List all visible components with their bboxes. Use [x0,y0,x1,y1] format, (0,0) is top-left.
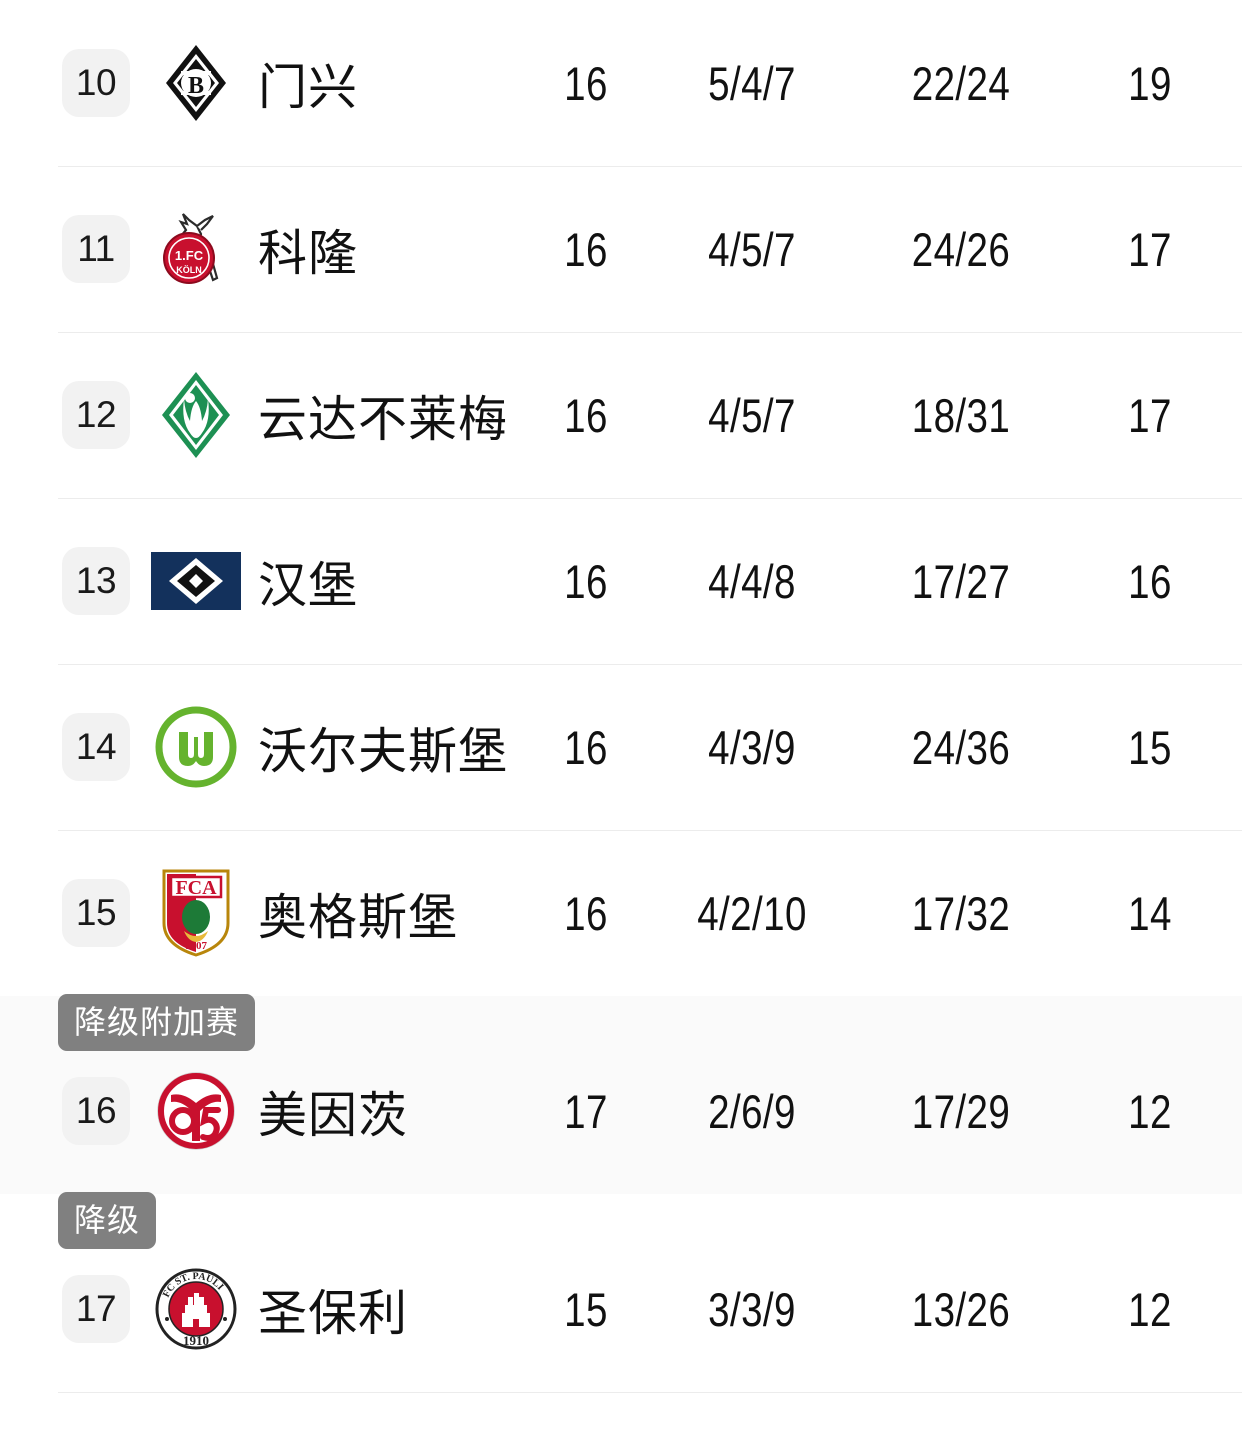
team-name: 门兴 [258,60,359,115]
table-row[interactable]: 降级 17 1910 [0,1192,1242,1392]
werder-bremen-crest [148,367,244,463]
svg-text:B: B [188,73,204,99]
row-separator [58,498,1242,499]
win-draw-loss: 3/3/9 [708,1282,796,1336]
goals-for-against: 13/26 [911,1282,1011,1336]
row-stats: 16 4/5/7 18/31 17 [520,332,1242,498]
row-separator [58,166,1242,167]
row-stats: 16 4/4/8 17/27 16 [520,498,1242,664]
matches-played: 16 [564,554,608,608]
rank-badge: 12 [62,381,130,449]
rank-badge: 10 [62,49,130,117]
zone-badge-relegation: 降级 [58,1192,157,1249]
row-stats: 16 4/2/10 17/32 14 [520,830,1242,996]
fc-st-pauli-crest: 1910 FC ST. PAULI [148,1261,244,1357]
svg-text:FCA: FCA [175,877,217,899]
points: 19 [1128,56,1172,110]
rank-badge: 16 [62,1077,130,1145]
rank-badge: 14 [62,713,130,781]
table-row[interactable]: 11 1.FC KÖLN 科隆 16 4/5/7 24/26 17 [0,166,1242,332]
goals-for-against: 17/32 [911,886,1011,940]
win-draw-loss: 4/5/7 [708,222,796,276]
rank-badge: 15 [62,879,130,947]
points: 17 [1128,222,1172,276]
svg-text:1907: 1907 [185,940,208,952]
row-separator [58,332,1242,333]
svg-text:KÖLN: KÖLN [176,265,202,275]
hamburger-sv-crest [148,533,244,629]
team-name: 云达不莱梅 [258,392,509,447]
table-row[interactable]: 12 云达不莱梅 16 4/5/7 18/31 17 [0,332,1242,498]
matches-played: 17 [564,1084,608,1138]
fc-augsburg-crest: FCA 1907 [148,865,244,961]
table-row[interactable]: 15 FCA 1907 奥格斯堡 16 4/2/10 17/32 14 [0,830,1242,996]
table-row[interactable]: 13 汉堡 16 4/4/8 17/27 16 [0,498,1242,664]
team-name: 奥格斯堡 [258,890,459,945]
table-footer-separator [0,1392,1242,1432]
matches-played: 16 [564,222,608,276]
points: 12 [1128,1282,1172,1336]
team-name: 沃尔夫斯堡 [258,724,509,779]
win-draw-loss: 5/4/7 [708,56,796,110]
points: 17 [1128,388,1172,442]
goals-for-against: 18/31 [911,388,1011,442]
svg-text:1.FC: 1.FC [175,248,204,263]
team-name: 美因茨 [258,1088,409,1143]
rank-badge: 11 [62,215,130,283]
row-stats: 15 3/3/9 13/26 12 [520,1226,1242,1392]
row-stats: 17 2/6/9 17/29 12 [520,1028,1242,1194]
rank-badge: 17 [62,1275,130,1343]
matches-played: 15 [564,1282,608,1336]
table-row[interactable]: 10 B 门兴 16 5/4/7 22/24 19 [0,0,1242,166]
matches-played: 16 [564,56,608,110]
points: 12 [1128,1084,1172,1138]
team-name: 圣保利 [258,1286,409,1341]
row-separator [58,664,1242,665]
team-name: 科隆 [258,226,359,281]
table-row[interactable]: 降级附加赛 16 美因茨 17 2/6/9 17/29 12 [0,994,1242,1194]
win-draw-loss: 4/4/8 [708,554,796,608]
mainz-05-crest [148,1063,244,1159]
win-draw-loss: 4/5/7 [708,388,796,442]
fc-koln-crest: 1.FC KÖLN [148,201,244,297]
points: 16 [1128,554,1172,608]
win-draw-loss: 2/6/9 [708,1084,796,1138]
team-name: 汉堡 [258,558,359,613]
matches-played: 16 [564,720,608,774]
goals-for-against: 17/29 [911,1084,1011,1138]
points: 15 [1128,720,1172,774]
win-draw-loss: 4/2/10 [697,886,807,940]
goals-for-against: 24/26 [911,222,1011,276]
vfl-wolfsburg-crest [148,699,244,795]
goals-for-against: 22/24 [911,56,1011,110]
points: 14 [1128,886,1172,940]
goals-for-against: 24/36 [911,720,1011,774]
row-separator [58,830,1242,831]
row-stats: 16 4/5/7 24/26 17 [520,166,1242,332]
win-draw-loss: 4/3/9 [708,720,796,774]
borussia-monchengladbach-crest: B [148,35,244,131]
zone-badge-relegation-playoff: 降级附加赛 [58,994,256,1051]
svg-text:1910: 1910 [183,1333,209,1348]
matches-played: 16 [564,388,608,442]
goals-for-against: 17/27 [911,554,1011,608]
table-row[interactable]: 14 沃尔夫斯堡 16 4/3/9 24/36 15 [0,664,1242,830]
rank-badge: 13 [62,547,130,615]
matches-played: 16 [564,886,608,940]
row-stats: 16 4/3/9 24/36 15 [520,664,1242,830]
row-stats: 16 5/4/7 22/24 19 [520,0,1242,166]
